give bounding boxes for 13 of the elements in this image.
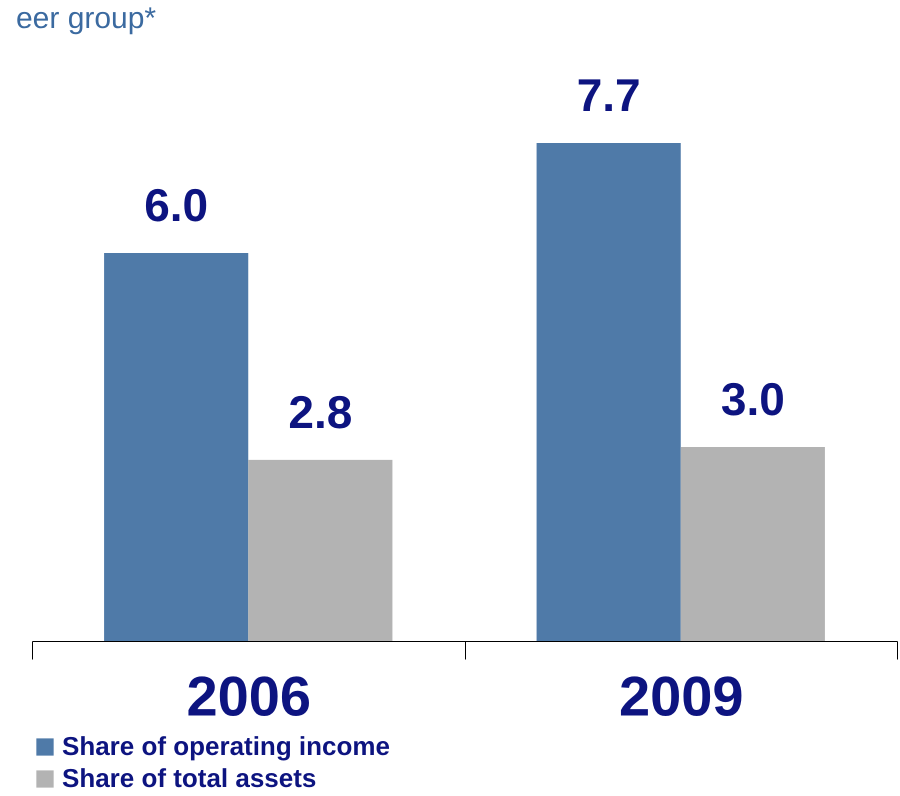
data-label: 7.7 — [576, 69, 641, 121]
legend-label: Share of operating income — [62, 731, 390, 761]
chart-title: eer group* — [16, 2, 156, 35]
x-tick-label: 2006 — [186, 664, 312, 728]
legend-label: Share of total assets — [62, 763, 316, 793]
x-tick-label: 2009 — [618, 664, 744, 728]
bar — [104, 252, 248, 641]
bar — [680, 446, 825, 641]
data-label: 2.8 — [288, 386, 352, 438]
bar — [248, 460, 392, 641]
bar — [536, 143, 681, 641]
data-label: 6.0 — [144, 178, 208, 231]
data-label: 3.0 — [720, 372, 785, 425]
